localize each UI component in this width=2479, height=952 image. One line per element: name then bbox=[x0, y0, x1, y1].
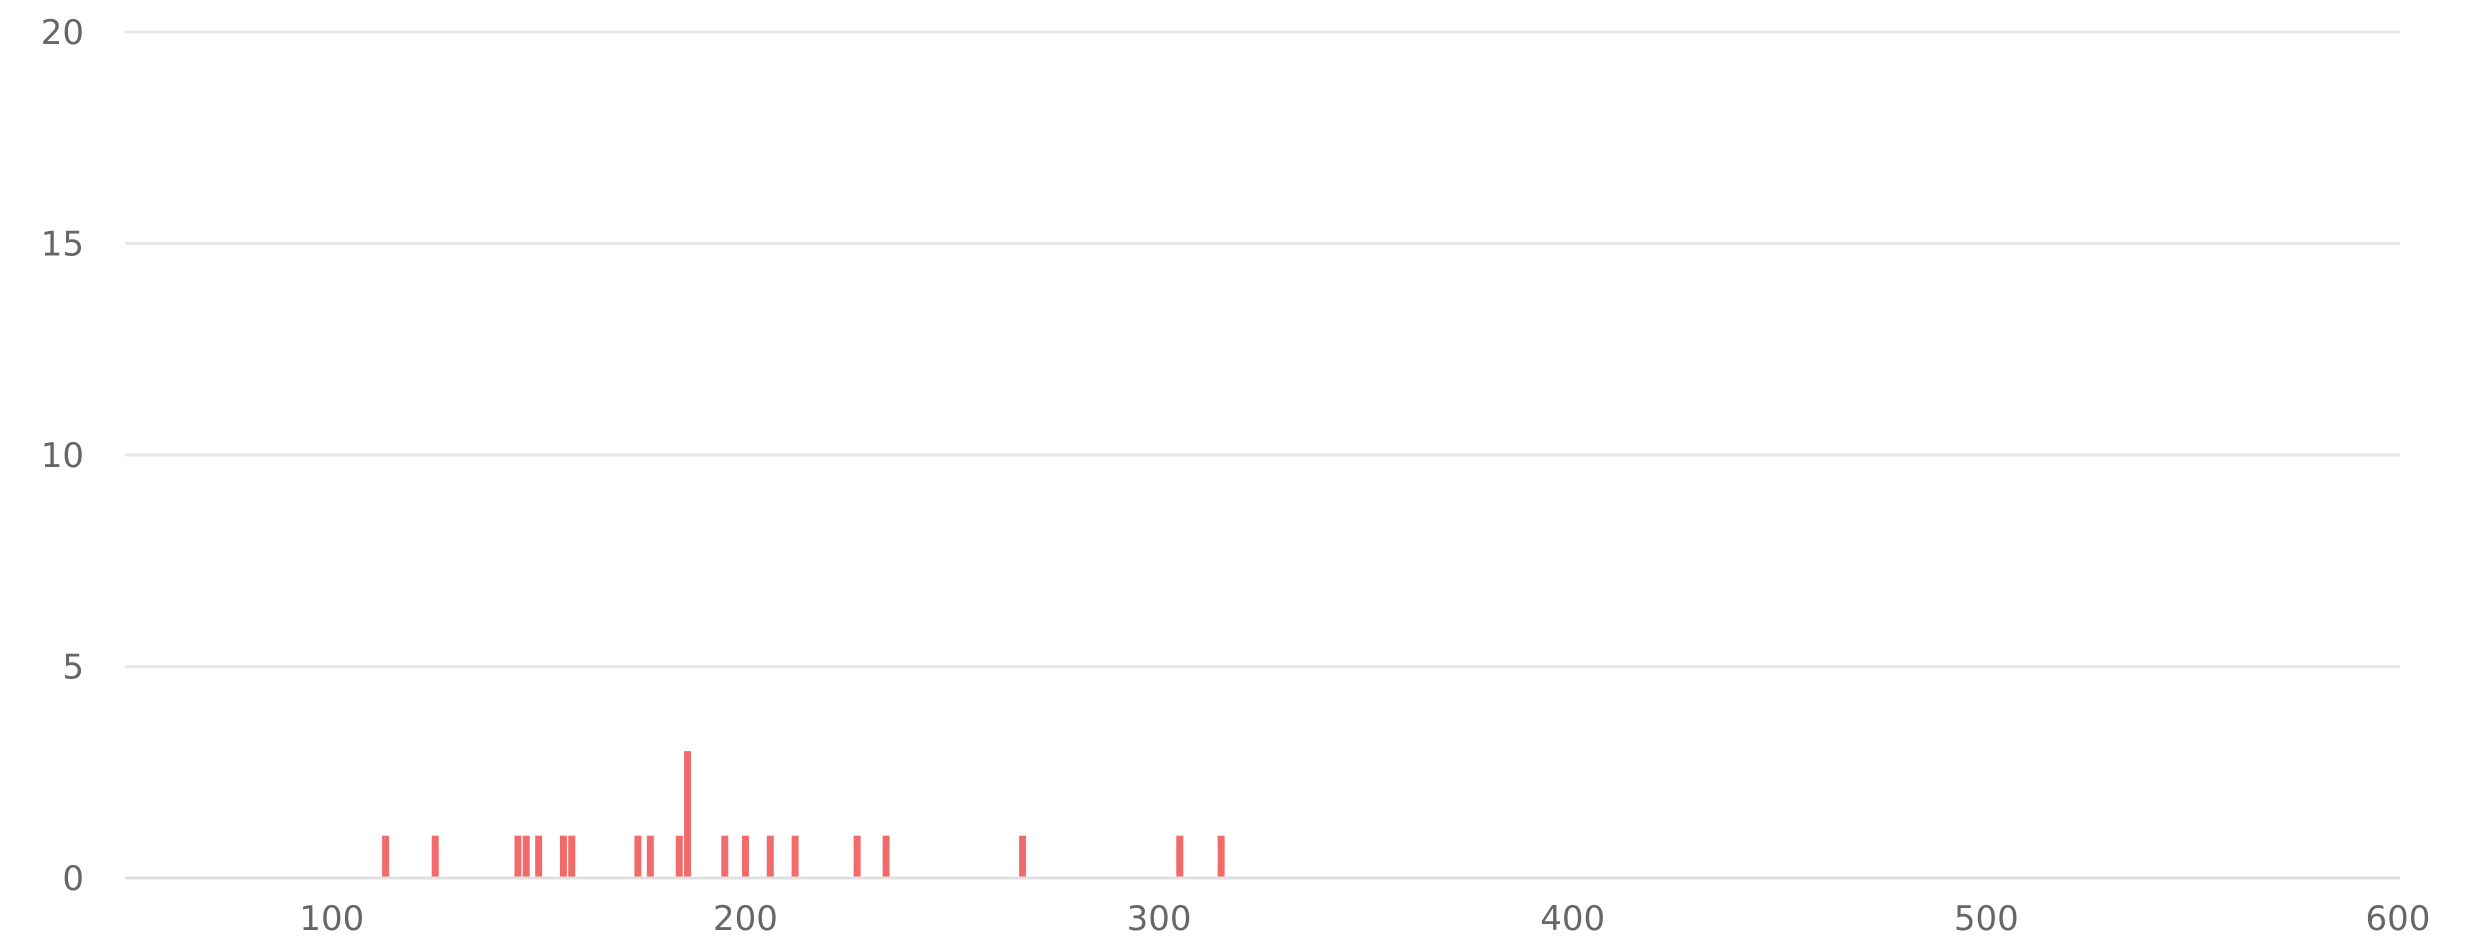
x-axis-ticks: 100 200 300 400 500 600 bbox=[299, 899, 2430, 939]
bar bbox=[766, 835, 774, 877]
x-tick-label: 500 bbox=[1954, 899, 2019, 939]
bar bbox=[882, 835, 890, 877]
x-tick-label: 300 bbox=[1127, 899, 1192, 939]
bar bbox=[684, 751, 692, 877]
y-tick-label: 10 bbox=[41, 436, 84, 476]
x-tick-label: 600 bbox=[2366, 899, 2431, 939]
gridlines bbox=[125, 30, 2400, 880]
bar bbox=[1217, 835, 1225, 877]
bar bbox=[568, 835, 576, 877]
y-tick-label: 5 bbox=[62, 648, 84, 688]
bar bbox=[791, 835, 799, 877]
y-tick-label: 20 bbox=[41, 13, 84, 53]
bar bbox=[853, 835, 861, 877]
y-tick-label: 15 bbox=[41, 225, 84, 265]
x-tick-label: 400 bbox=[1540, 899, 1605, 939]
bar bbox=[535, 835, 543, 877]
y-tick-label: 0 bbox=[62, 859, 84, 899]
bar bbox=[634, 835, 642, 877]
bar bbox=[1019, 835, 1027, 877]
bar bbox=[646, 835, 654, 877]
bar bbox=[382, 835, 390, 877]
bar bbox=[721, 835, 729, 877]
bar bbox=[675, 835, 683, 877]
bar bbox=[514, 835, 522, 877]
bar bbox=[1176, 835, 1184, 877]
x-tick-label: 200 bbox=[713, 899, 778, 939]
bars bbox=[382, 751, 1225, 877]
bar bbox=[741, 835, 749, 877]
bar bbox=[431, 835, 439, 877]
x-tick-label: 100 bbox=[299, 899, 364, 939]
y-axis-ticks: 0 5 10 15 20 bbox=[41, 13, 84, 899]
bar bbox=[559, 835, 567, 877]
bar bbox=[522, 835, 530, 877]
